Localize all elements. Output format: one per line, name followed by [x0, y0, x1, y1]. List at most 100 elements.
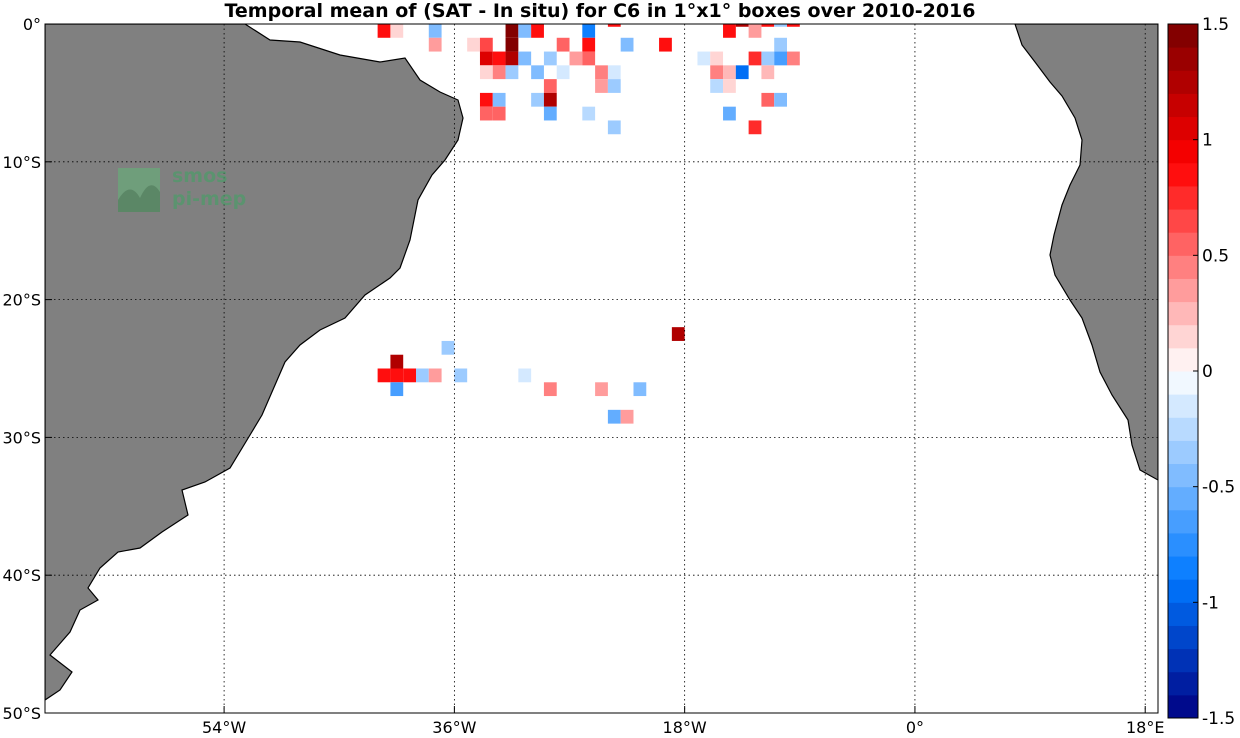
colorbar-level [1168, 324, 1198, 349]
data-cell [723, 24, 736, 38]
colorbar [1167, 23, 1199, 719]
data-cell [428, 24, 442, 38]
colorbar-level [1168, 209, 1198, 233]
colorbar-tick-label: -1.5 [1202, 709, 1235, 729]
data-cell [774, 24, 787, 27]
data-cell [543, 106, 557, 121]
data-cell [620, 37, 634, 52]
data-cell [505, 51, 519, 66]
longitude-axis: 54°W 36°W 18°W 0° 18°E [202, 706, 1164, 737]
colorbar-level [1168, 532, 1198, 557]
colorbar-tick-label: 1.5 [1202, 15, 1229, 35]
data-cell [377, 368, 391, 383]
data-cell [556, 37, 570, 52]
data-cell [607, 120, 621, 135]
colorbar-level [1168, 139, 1198, 164]
data-cell [659, 37, 672, 52]
data-cell [582, 37, 596, 52]
colorbar-level [1168, 116, 1198, 141]
colorbar-level [1168, 301, 1198, 326]
data-cell [505, 37, 519, 52]
data-cell [607, 24, 621, 27]
plot-frame [44, 23, 1159, 714]
data-cell [595, 65, 608, 80]
data-cell [774, 92, 787, 107]
africa-land [1014, 24, 1158, 481]
data-cell [582, 106, 596, 121]
y-tick-label: 50°S [2, 704, 41, 723]
data-cell [543, 92, 557, 107]
data-cell [723, 79, 736, 93]
data-cell [479, 92, 493, 107]
colorbar-level [1168, 24, 1198, 48]
data-cell [710, 79, 724, 93]
colorbar-level [1168, 278, 1198, 303]
data-cell [543, 382, 557, 397]
colorbar-level [1168, 579, 1198, 603]
colorbar-tick-label: -1 [1202, 593, 1219, 613]
data-cell [518, 24, 532, 38]
data-cell [377, 24, 391, 38]
colorbar-level [1168, 185, 1198, 210]
x-tick-label: 54°W [202, 718, 246, 737]
colorbar-level [1168, 463, 1198, 488]
data-cell [748, 24, 762, 38]
y-tick-label: 20°S [2, 291, 41, 310]
colorbar-level [1168, 70, 1198, 94]
data-cell [710, 65, 724, 80]
data-cells [377, 24, 800, 424]
colorbar-level [1168, 671, 1198, 696]
colorbar-ticks: 1.5 1 0.5 0 -0.5 -1 -1.5 [1193, 15, 1235, 729]
data-cell [479, 65, 493, 80]
data-cell [467, 37, 480, 52]
data-cell [723, 106, 736, 121]
data-cell [761, 65, 775, 80]
data-cell [697, 51, 711, 66]
colorbar-level [1168, 648, 1198, 673]
data-cell [454, 368, 468, 383]
logo-text-line2: pi-mep [172, 188, 246, 210]
chart-title: Temporal mean of (SAT - In situ) for C6 … [224, 0, 976, 22]
data-cell [390, 382, 404, 397]
logo-text-line1: smos [172, 165, 227, 187]
data-cell [595, 382, 608, 397]
data-cell [607, 65, 621, 80]
data-cell [774, 51, 787, 66]
data-cell [761, 92, 775, 107]
data-cell [582, 24, 596, 38]
colorbar-level [1168, 162, 1198, 187]
data-cell [543, 79, 557, 93]
data-cell [723, 65, 736, 80]
data-cell [543, 51, 557, 66]
colorbar-level [1168, 232, 1198, 256]
data-cell [492, 65, 506, 80]
data-cell [492, 92, 506, 107]
colorbar-tick-label: 0 [1202, 362, 1213, 382]
data-cell [428, 368, 442, 383]
y-tick-label: 30°S [2, 428, 41, 447]
colorbar-level [1168, 509, 1198, 534]
data-cell [518, 368, 532, 383]
latitude-axis: 0° 10°S 20°S 30°S 40°S 50°S [2, 15, 52, 723]
colorbar-level [1168, 694, 1198, 719]
data-cell [787, 24, 800, 27]
data-cell [492, 51, 506, 66]
data-cell [569, 51, 583, 66]
x-tick-label: 18°E [1126, 718, 1164, 737]
logo-wave-icon [118, 185, 160, 212]
colorbar-level [1168, 394, 1198, 418]
data-cell [556, 65, 570, 80]
data-cell [620, 409, 634, 424]
x-tick-label: 0° [906, 718, 924, 737]
colorbar-level [1168, 93, 1198, 118]
data-cell [748, 51, 762, 66]
data-cell [479, 106, 493, 121]
data-cell [479, 51, 493, 66]
data-cell [633, 382, 647, 397]
colorbar-level [1168, 255, 1198, 279]
data-cell [774, 37, 787, 52]
colorbar-level [1168, 625, 1198, 650]
data-cell [761, 24, 775, 27]
data-cell [390, 24, 404, 38]
